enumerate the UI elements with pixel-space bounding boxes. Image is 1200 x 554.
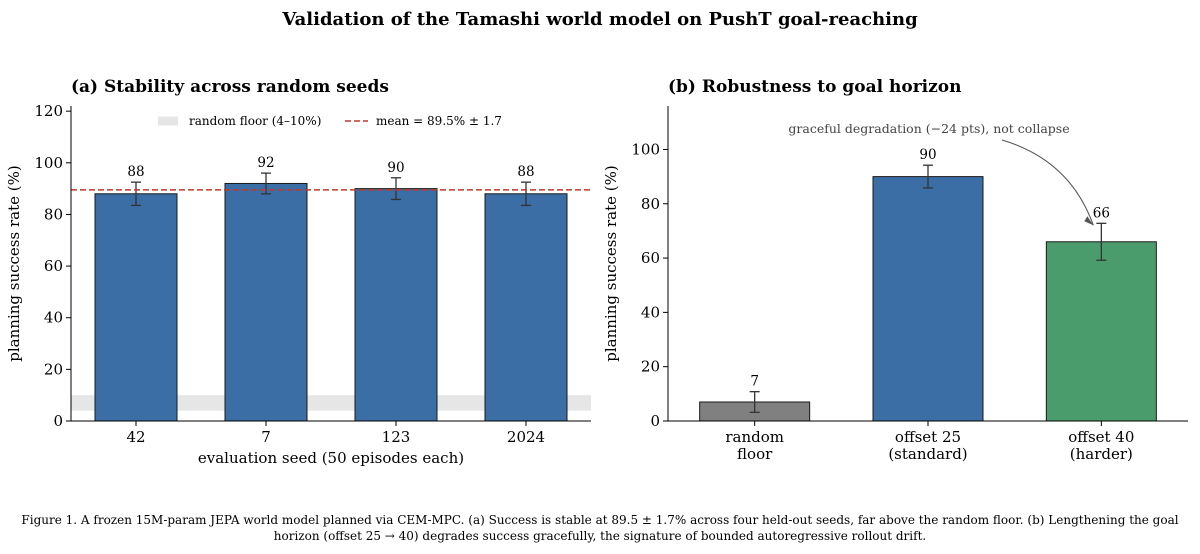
legend-label-mean: mean = 89.5% ± 1.7 — [376, 114, 502, 128]
x-tick-label: 7 — [261, 428, 271, 446]
x-tick-label: random — [725, 428, 784, 446]
bar — [1045, 241, 1157, 422]
y-tick-label: 80 — [44, 205, 63, 223]
x-tick-label: 123 — [382, 428, 411, 446]
random-floor-band — [71, 395, 591, 411]
x-tick-label: 42 — [126, 428, 145, 446]
bar — [94, 193, 178, 422]
x-tick-label: (standard) — [888, 445, 967, 463]
y-tick-label: 0 — [650, 412, 660, 430]
annotation-arrowhead — [1084, 216, 1094, 226]
data-label: 88 — [127, 164, 144, 180]
bar — [872, 176, 984, 422]
y-tick-label: 80 — [641, 195, 660, 213]
bar — [484, 193, 568, 422]
y-tick-label: 60 — [641, 249, 660, 267]
data-label: 92 — [257, 155, 274, 171]
data-label: 88 — [517, 164, 534, 180]
x-tick-label: floor — [737, 445, 773, 463]
figure-title: Validation of the Tamashi world model on… — [281, 9, 918, 30]
caption-line-2: horizon (offset 25 → 40) degrades succes… — [274, 529, 926, 543]
y-tick-label: 40 — [44, 309, 63, 327]
legend-swatch-random-floor — [158, 116, 178, 126]
bar — [224, 182, 308, 422]
x-tick-label: offset 25 — [895, 428, 961, 446]
x-tick-label: (harder) — [1070, 445, 1133, 463]
y-axis-label: planning success rate (%) — [602, 165, 620, 361]
y-tick-label: 40 — [641, 303, 660, 321]
annotation-arrow — [1001, 139, 1094, 226]
y-tick-label: 100 — [631, 140, 660, 158]
y-tick-label: 20 — [44, 360, 63, 378]
panel-title: (a) Stability across random seeds — [71, 77, 389, 97]
x-axis-label: evaluation seed (50 episodes each) — [198, 449, 464, 467]
data-label: 66 — [1093, 205, 1110, 221]
y-tick-label: 100 — [34, 154, 63, 172]
data-label: 90 — [387, 160, 404, 176]
panel-title: (b) Robustness to goal horizon — [668, 77, 961, 97]
bar — [354, 188, 438, 422]
legend-label-random-floor: random floor (4–10%) — [189, 114, 321, 128]
panel-a-chart: 88 92 90 88 0 20 40 60 80 100 120 42 7 123 2024 (a) Sta… — [5, 77, 591, 467]
x-tick-label: 2024 — [507, 428, 545, 446]
data-label: 7 — [750, 374, 759, 390]
y-tick-label: 120 — [34, 102, 63, 120]
x-tick-label: offset 40 — [1068, 428, 1134, 446]
y-axis-label: planning success rate (%) — [5, 165, 23, 361]
annotation-text: graceful degradation (−24 pts), not coll… — [788, 121, 1069, 136]
y-tick-label: 0 — [53, 412, 63, 430]
y-tick-label: 20 — [641, 358, 660, 376]
y-tick-label: 60 — [44, 257, 63, 275]
data-label: 90 — [919, 147, 936, 163]
caption-line-1: Figure 1. A frozen 15M-param JEPA world … — [21, 513, 1178, 527]
